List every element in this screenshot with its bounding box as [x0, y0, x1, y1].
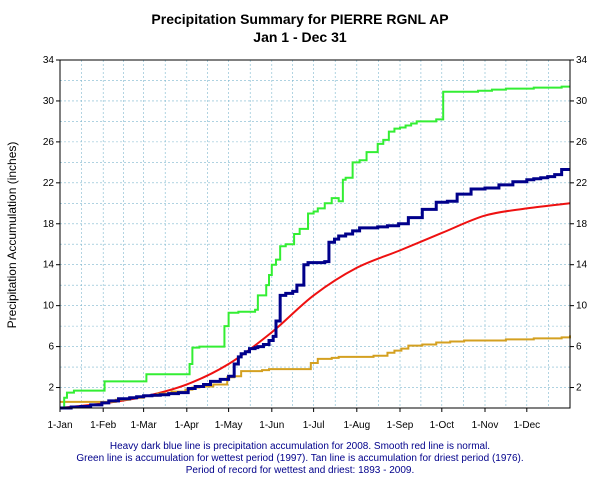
y-tick-label-right: 6 [576, 342, 582, 353]
x-tick-label: 1-Nov [472, 420, 499, 431]
chart-title: Precipitation Summary for PIERRE RGNL AP [151, 11, 448, 27]
y-tick-label: 22 [43, 178, 55, 189]
x-tick-label: 1-Feb [90, 420, 117, 431]
x-tick-label: 1-Apr [175, 420, 200, 431]
y-tick-label: 14 [43, 260, 55, 271]
y-tick-label-right: 30 [576, 96, 588, 107]
x-tick-label: 1-Sep [387, 420, 414, 431]
x-tick-label: 1-Dec [513, 420, 540, 431]
y-tick-label: 2 [48, 383, 54, 394]
y-tick-label-right: 34 [576, 55, 588, 66]
caption-line-2: Green line is accumulation for wettest p… [76, 453, 524, 464]
x-tick-label: 1-Jun [259, 420, 284, 431]
series-line-2008 [60, 168, 570, 410]
series-lines [59, 85, 571, 410]
caption-line-1: Heavy dark blue line is precipitation ac… [109, 441, 491, 452]
x-tick-label: 1-Mar [131, 420, 158, 431]
y-tick-label-right: 26 [576, 137, 588, 148]
y-tick-label-right: 14 [576, 260, 588, 271]
series-line-driest-1976 [60, 335, 571, 403]
grid [60, 60, 570, 408]
y-tick-label: 18 [43, 219, 55, 230]
x-tick-label: 1-Jan [47, 420, 72, 431]
y-tick-label-right: 22 [576, 178, 588, 189]
plot-frame [59, 59, 571, 409]
y-tick-label: 30 [43, 96, 55, 107]
y-tick-label-right: 10 [576, 301, 588, 312]
x-tick-label: 1-Oct [430, 420, 455, 431]
x-tick-label: 1-Aug [343, 420, 370, 431]
x-tick-label: 1-May [215, 420, 243, 431]
y-tick-label: 26 [43, 137, 55, 148]
y-tick-label: 34 [43, 55, 55, 66]
y-tick-label-right: 18 [576, 219, 588, 230]
y-tick-label: 10 [43, 301, 55, 312]
y-tick-label-right: 2 [576, 383, 582, 394]
caption-line-3: Period of record for wettest and driest:… [185, 465, 415, 476]
series-line-wettest-1997 [60, 85, 570, 409]
y-tick-label: 6 [48, 342, 54, 353]
y-axis-label: Precipitation Accumulation (inches) [5, 142, 19, 329]
chart-subtitle: Jan 1 - Dec 31 [253, 29, 347, 45]
x-tick-label: 1-Jul [303, 420, 325, 431]
